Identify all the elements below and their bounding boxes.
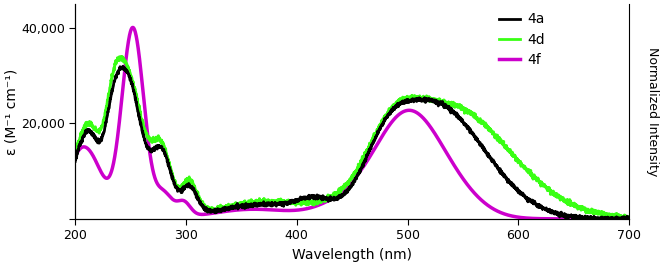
Y-axis label: Normalized Intensity: Normalized Intensity (646, 47, 659, 176)
Legend: 4a, 4d, 4f: 4a, 4d, 4f (494, 7, 550, 72)
Y-axis label: ε (M⁻¹ cm⁻¹): ε (M⁻¹ cm⁻¹) (4, 68, 18, 155)
X-axis label: Wavelength (nm): Wavelength (nm) (292, 248, 412, 262)
